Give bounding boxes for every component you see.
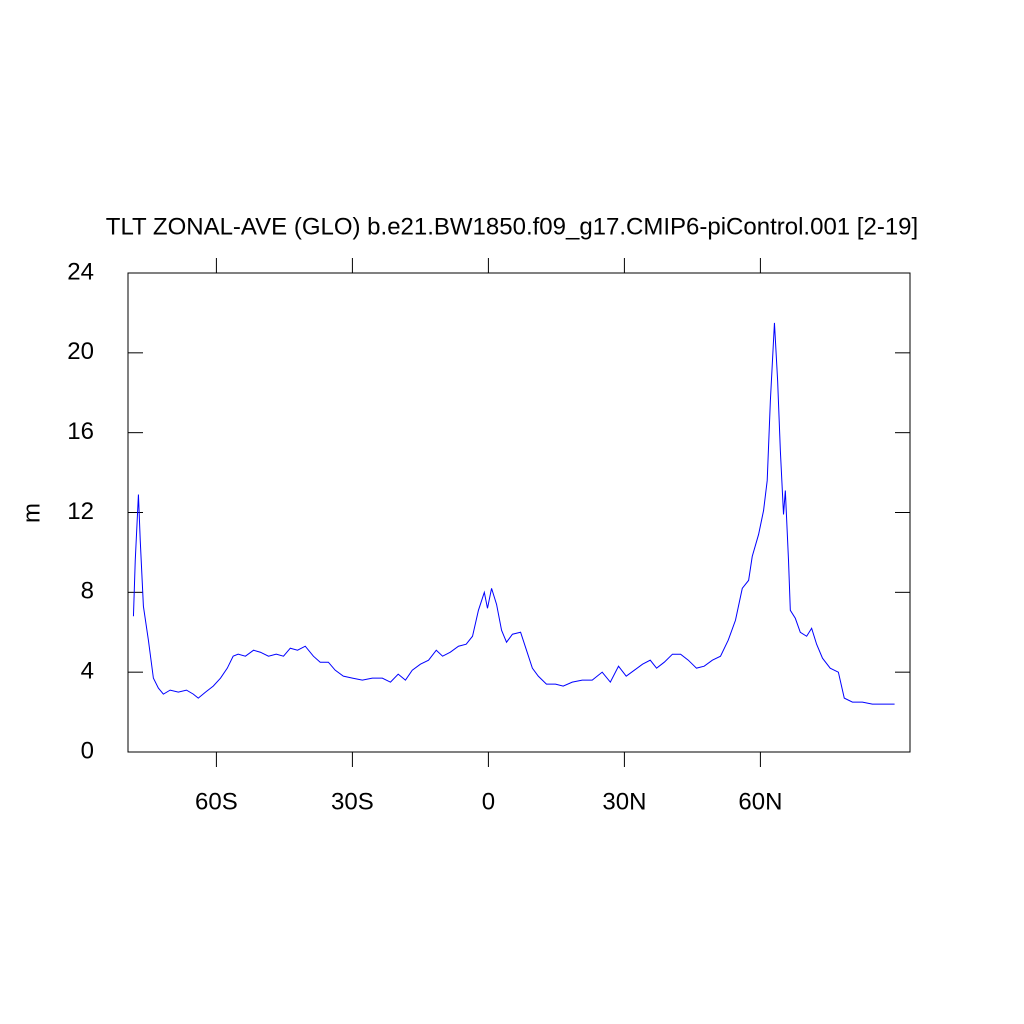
y-tick-label: 16 [67,418,94,445]
y-tick-label: 12 [67,498,94,525]
x-tick-label: 0 [482,788,495,815]
y-tick-label: 20 [67,338,94,365]
y-tick-label: 4 [81,658,94,685]
x-tick-label: 30N [602,788,646,815]
y-tick-label: 8 [81,578,94,605]
x-tick-label: 60N [738,788,782,815]
x-tick-label: 30S [331,788,374,815]
chart-title: TLT ZONAL-AVE (GLO) b.e21.BW1850.f09_g17… [106,213,918,240]
y-axis-label: m [18,503,45,523]
y-tick-label: 0 [81,737,94,764]
data-line [132,322,895,705]
y-tick-label: 24 [67,258,94,285]
x-tick-label: 60S [195,788,238,815]
